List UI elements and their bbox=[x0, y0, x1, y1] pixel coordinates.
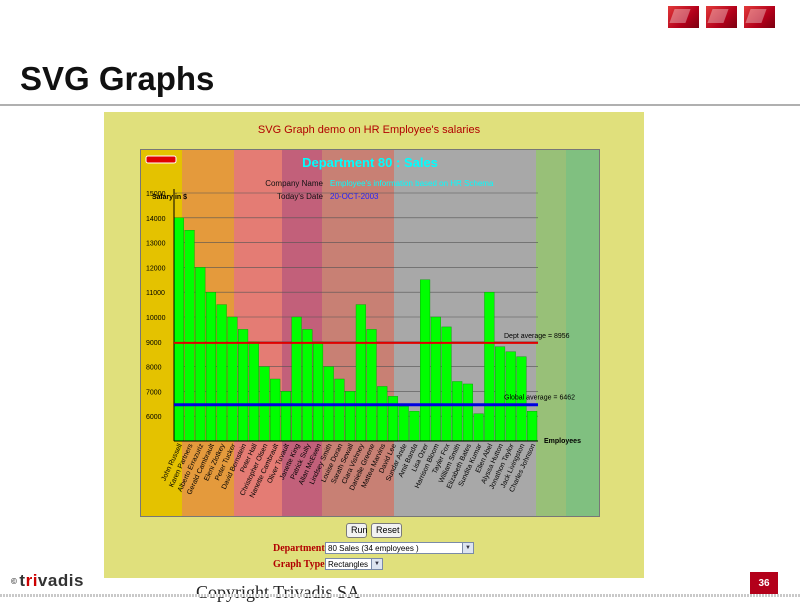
run-button[interactable]: Run bbox=[346, 523, 368, 538]
logo-text-ri: ri bbox=[25, 571, 38, 590]
salary-bar bbox=[473, 413, 484, 442]
salary-bar bbox=[248, 341, 259, 442]
salary-bar bbox=[216, 304, 227, 442]
department-title: Department 80 : Sales bbox=[302, 155, 438, 170]
slide-title: SVG Graphs bbox=[20, 60, 215, 97]
legend-swatch bbox=[145, 155, 177, 164]
salary-bar bbox=[452, 381, 463, 442]
department-select-value: 80 Sales (34 employees ) bbox=[328, 544, 419, 553]
department-select[interactable]: 80 Sales (34 employees ) ▼ bbox=[325, 542, 474, 554]
graph-type-select-value: Rectangles bbox=[328, 560, 369, 569]
salary-bar bbox=[420, 279, 431, 442]
x-axis-label: Employees bbox=[544, 438, 581, 445]
logo-square-icon bbox=[744, 6, 775, 28]
salary-bar bbox=[312, 341, 324, 442]
salary-bar bbox=[527, 411, 538, 442]
salary-bar bbox=[377, 386, 388, 442]
salary-bar bbox=[270, 378, 281, 442]
background-band bbox=[566, 149, 600, 517]
y-tick-label: 6000 bbox=[146, 414, 162, 421]
salary-bar bbox=[355, 304, 366, 442]
global-average-label: Global average = 6462 bbox=[504, 395, 575, 402]
title-divider bbox=[0, 104, 800, 106]
salary-bar bbox=[398, 406, 409, 442]
trivadis-logo: © trivadis bbox=[11, 571, 84, 591]
chart-border bbox=[140, 149, 600, 517]
demo-title: SVG Graph demo on HR Employee's salaries bbox=[257, 124, 481, 136]
chevron-down-icon[interactable]: ▼ bbox=[462, 543, 473, 553]
salary-bar bbox=[291, 316, 302, 442]
salary-bar bbox=[462, 383, 473, 442]
copyright-text: Copyright Trivadis SA bbox=[196, 582, 361, 602]
background-band bbox=[536, 149, 566, 517]
salary-bar bbox=[409, 411, 420, 442]
y-tick-label: 11000 bbox=[146, 290, 165, 297]
salary-bar bbox=[302, 329, 313, 442]
y-tick-label: 8000 bbox=[146, 365, 162, 372]
salary-bar bbox=[441, 326, 452, 442]
y-tick-label: 15000 bbox=[146, 191, 166, 198]
dept-average-label: Dept average = 8956 bbox=[504, 333, 570, 340]
salary-bar bbox=[238, 329, 249, 442]
logo-square-icon bbox=[706, 6, 737, 28]
company-name-value: Employee's information based on HR Schem… bbox=[330, 179, 494, 188]
salary-bar bbox=[334, 378, 345, 442]
salary-bar bbox=[205, 291, 217, 442]
salary-bar bbox=[430, 316, 441, 442]
salary-bar bbox=[173, 217, 184, 442]
footer-divider bbox=[0, 594, 800, 597]
salary-bar bbox=[484, 291, 495, 442]
salary-bar bbox=[387, 396, 399, 442]
salary-bar bbox=[227, 316, 238, 442]
salary-bar bbox=[366, 329, 377, 442]
y-tick-label: 10000 bbox=[146, 315, 166, 322]
logo-text-vadis: vadis bbox=[37, 571, 84, 590]
brand-logo-squares bbox=[668, 6, 775, 28]
background-band bbox=[282, 149, 322, 517]
salary-bar bbox=[345, 391, 356, 442]
graph-type-select[interactable]: Rectangles ▼ bbox=[325, 558, 383, 570]
logo-text-t: t bbox=[19, 571, 26, 590]
salary-bar bbox=[280, 391, 291, 442]
salary-chart: Department 80 : Sales Company Name Employe… bbox=[140, 149, 600, 517]
salary-bar bbox=[195, 267, 206, 442]
date-label: Today's Date bbox=[277, 192, 324, 201]
logo-copyright-symbol: © bbox=[11, 577, 18, 587]
y-axis-label: Salary in $ bbox=[152, 194, 187, 201]
y-tick-label: 7000 bbox=[146, 389, 162, 396]
page-number-badge: 36 bbox=[750, 572, 778, 596]
salary-chart-svg: Department 80 : Sales Company Name Employe… bbox=[140, 149, 600, 517]
y-tick-label: 12000 bbox=[146, 265, 166, 272]
y-tick-label: 9000 bbox=[146, 340, 162, 347]
y-tick-label: 14000 bbox=[146, 216, 166, 223]
chevron-down-icon[interactable]: ▼ bbox=[371, 559, 382, 569]
reset-button[interactable]: Reset bbox=[371, 523, 402, 538]
salary-bar bbox=[184, 229, 195, 442]
logo-square-icon bbox=[668, 6, 699, 28]
company-name-label: Company Name bbox=[265, 179, 323, 188]
date-value: 20-OCT-2003 bbox=[330, 192, 379, 201]
y-tick-label: 13000 bbox=[146, 241, 166, 248]
